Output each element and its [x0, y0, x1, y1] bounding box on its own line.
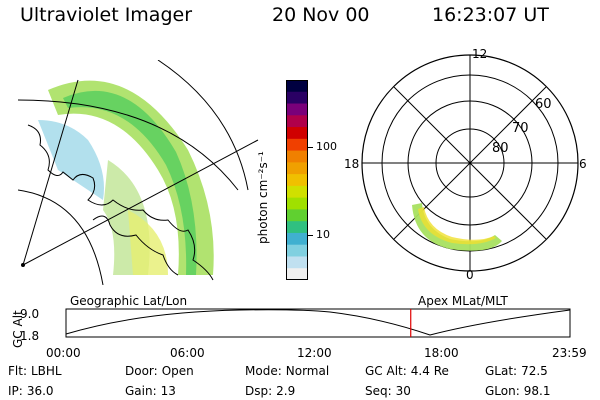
- colorbar-swatch: [286, 174, 308, 187]
- aurora-scatter-3: [128, 210, 168, 275]
- info-glat: GLat: 72.5: [485, 364, 548, 378]
- timeline-frame: [65, 308, 571, 338]
- altitude-curve: [65, 309, 571, 336]
- info-glon: GLon: 98.1: [485, 384, 551, 398]
- timeline-xtick-label: 18:00: [424, 346, 459, 360]
- date-label: 20 Nov 00: [272, 4, 370, 26]
- mlt-label-right: 6: [579, 157, 587, 171]
- timeline-xtick-label: 06:00: [170, 346, 205, 360]
- apex-panel-label: Apex MLat/MLT: [418, 294, 508, 308]
- info-dsp: Dsp: 2.9: [245, 384, 296, 398]
- coastline: [27, 124, 214, 281]
- altitude-timeline[interactable]: 9.0 1.8: [0, 300, 600, 350]
- colorbar-swatch: [286, 232, 308, 246]
- graticule-line: [22, 139, 259, 266]
- timeline-xtick-label: 00:00: [46, 346, 81, 360]
- info-gc-alt: GC Alt: 4.4 Re: [365, 364, 449, 378]
- info-mode: Mode: Normal: [245, 364, 330, 378]
- timeline-ytick-label: 1.8: [20, 329, 39, 343]
- geographic-image-panel: [18, 60, 259, 285]
- info-gain: Gain: 13: [125, 384, 176, 398]
- info-ip: IP: 36.0: [8, 384, 54, 398]
- colorbar-swatch: [286, 256, 308, 269]
- colorbar-tick: [308, 235, 313, 236]
- info-seq: Seq: 30: [365, 384, 411, 398]
- colorbar-swatch: [286, 103, 308, 116]
- geographic-panel-label: Geographic Lat/Lon: [70, 294, 188, 308]
- colorbar-frame: [286, 80, 308, 280]
- instrument-title: Ultraviolet Imager: [20, 4, 193, 26]
- graticule-line: [22, 79, 79, 266]
- colorbar-swatch: [286, 185, 308, 199]
- lat-label-60: 60: [535, 97, 552, 112]
- aurora-band-inner: [63, 90, 197, 275]
- colorbar-swatch: [286, 127, 308, 140]
- limb-arc-inner: [18, 189, 104, 285]
- colorbar-swatch: [286, 197, 308, 210]
- aurora-scatter-1: [38, 120, 104, 200]
- polar-mlt-plot: 60 70 80 12 18 6 0: [344, 48, 587, 280]
- mlt-label-bottom: 0: [466, 268, 474, 280]
- colorbar-tick: [308, 147, 313, 148]
- polar-aurora-oval: [412, 203, 502, 251]
- timeline-xtick-label: 23:59: [552, 346, 587, 360]
- colorbar-tick-label: 100: [316, 140, 337, 153]
- colorbar-swatch: [286, 138, 308, 152]
- colorbar-swatch: [286, 115, 308, 128]
- time-label: 16:23:07 UT: [432, 4, 549, 26]
- polar-aurora-core: [418, 207, 496, 245]
- limb-arc-outer: [18, 99, 239, 191]
- lat-label-70: 70: [512, 121, 529, 136]
- limb-arc-edge: [157, 60, 249, 191]
- colorbar-unit-label: photon cm⁻²s⁻¹: [256, 151, 270, 244]
- colorbar-swatch: [286, 244, 308, 257]
- aurora-band-outer: [48, 80, 214, 275]
- lat-label-80: 80: [492, 141, 509, 156]
- colorbar-tick-label: 10: [316, 228, 330, 241]
- coastline-2: [92, 215, 179, 276]
- timeline-xtick-label: 12:00: [297, 346, 332, 360]
- colorbar-swatch: [286, 268, 308, 280]
- colorbar-swatch: [286, 162, 308, 175]
- colorbar-swatch: [286, 209, 308, 222]
- mlt-label-left: 18: [344, 157, 359, 171]
- info-flt: Flt: LBHL: [8, 364, 62, 378]
- colorbar-swatch: [286, 221, 308, 234]
- colorbar-swatch: [286, 150, 308, 163]
- timeline-ytick-label: 9.0: [20, 307, 39, 321]
- colorbar-swatch: [286, 80, 308, 93]
- color-scale-bar: [286, 80, 308, 280]
- colorbar-swatch: [286, 91, 308, 105]
- info-door: Door: Open: [125, 364, 194, 378]
- mlt-label-top: 12: [472, 48, 487, 61]
- pole-marker: [21, 263, 25, 267]
